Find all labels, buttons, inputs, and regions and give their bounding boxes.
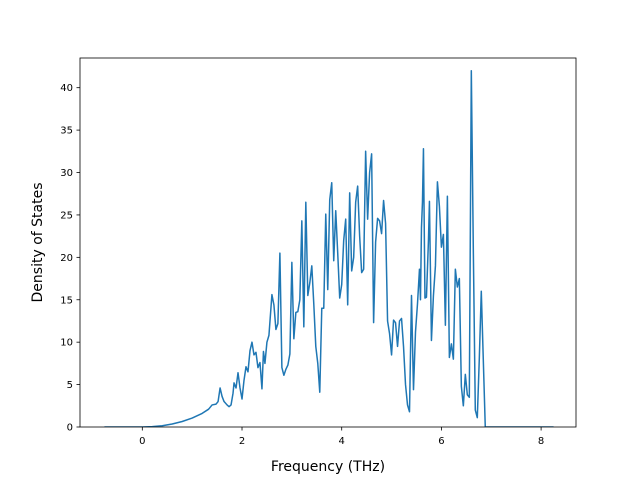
- x-tick-label: 8: [538, 436, 544, 447]
- axes-frame: [79, 57, 577, 428]
- y-tick-label: 35: [60, 126, 73, 137]
- y-tick-label: 20: [60, 253, 73, 264]
- y-tick-label: 5: [67, 380, 73, 391]
- x-tick-label: 6: [438, 436, 444, 447]
- y-tick-label: 30: [60, 168, 73, 179]
- x-tick-label: 0: [139, 436, 145, 447]
- x-axis-ticks: 0 2 4 6 8: [139, 427, 544, 447]
- y-axis-ticks: 0 5 10 15 20 25 30 35 40: [60, 83, 80, 434]
- x-tick-label: 4: [339, 436, 345, 447]
- y-tick-label: 40: [60, 83, 73, 94]
- y-axis-title: Density of States: [30, 183, 46, 303]
- y-tick-label: 25: [60, 210, 73, 221]
- plot-area: [79, 57, 577, 428]
- y-tick-label: 0: [67, 423, 73, 434]
- x-axis-title: Frequency (THz): [271, 459, 385, 475]
- x-tick-label: 2: [239, 436, 245, 447]
- series-line-1: [104, 69, 554, 427]
- y-tick-label: 10: [60, 338, 73, 349]
- y-tick-label: 15: [60, 295, 73, 306]
